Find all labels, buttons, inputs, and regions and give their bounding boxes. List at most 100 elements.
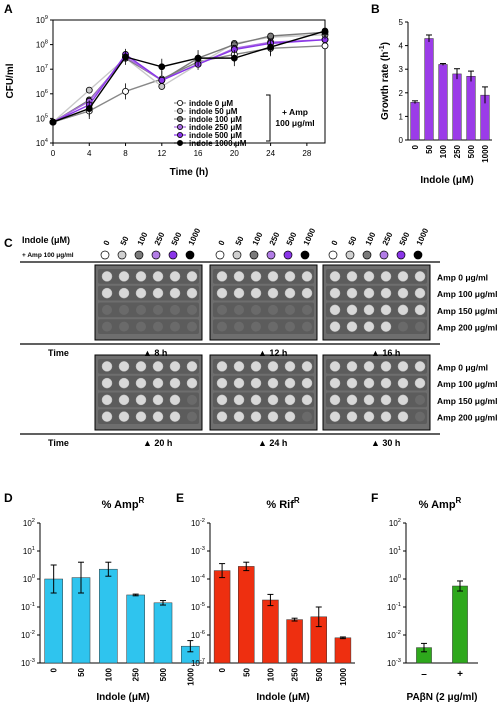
panel-c-colony-spot [233,287,245,299]
panel-c-colony-spot [169,271,181,282]
chart-d-x-tick-label: 250 [132,667,141,681]
panel-c-colony-spot [414,377,426,389]
chart-f-x-tick-label: – [421,669,427,680]
panel-c-colony-spot [284,377,296,389]
panel-c-colony-spot [380,271,392,282]
chart-a-point [267,43,275,51]
panel-c-colony-spot [234,321,244,332]
chart-e-x-tick-label: 250 [291,667,300,681]
panel-c-colony-spot [267,411,279,422]
panel-c-colony-spot [251,304,261,315]
panel-c-colony-spot [363,411,375,422]
chart-a-y-tick-label: 109 [36,15,48,25]
chart-a-y-tick-label: 108 [36,40,48,50]
chart-b-x-tick-label: 100 [439,144,448,158]
panel-c-row-label: Amp 0 μg/ml [437,362,488,372]
panel-c-colony-spot [285,304,295,315]
panel-c-colony-spot [102,304,112,315]
panel-c-concentration-dot [345,250,355,260]
panel-c-colony-spot [285,321,295,332]
chart-a-point [158,83,166,90]
panel-c-colony-spot [233,361,245,372]
panel-c-plate-lane [213,409,314,424]
panel-c-colony-spot [363,304,375,316]
chart-d-y-tick-label: 100 [23,574,35,584]
chart-a-series-line [52,38,326,123]
panel-c-colony-spot [329,271,341,282]
panel-c-colony-spot [135,411,147,422]
panel-c-colony-spot [216,394,228,406]
chart-f-y-tick-label: 10-1 [387,602,401,612]
panel-c-concentration-label: 0 [102,239,112,247]
chart-a-x-tick-label: 20 [230,149,239,158]
panel-c-colony-spot [217,304,227,315]
panel-c-colony-spot [187,394,197,405]
panel-c-colony-spot [380,304,392,316]
panel-c-plates: Indole (μM) + Amp 100 μg/ml 0 50 100 250 500… [20,226,497,448]
panel-c-colony-spot [233,271,245,282]
chart-b-x-tick-label: 250 [453,144,462,158]
chart-f-x-label: PAβN (2 μg/ml) [407,692,478,703]
chart-f-y-tick-label: 101 [389,546,401,556]
panel-c-colony-spot [169,411,181,422]
panel-c-colony-spot [118,394,130,406]
panel-c-colony-spot [186,271,198,282]
panel-c-colony-spot [169,287,181,299]
panel-c-concentration-dot [300,250,310,260]
chart-d-x-tick-label: 100 [104,667,113,681]
panel-c-colony-spot [397,361,409,372]
panel-c-colony-spot [187,411,197,422]
panel-c-colony-spot [346,321,358,332]
chart-f-bar [452,585,468,664]
panel-c-colony-spot [380,411,392,422]
chart-b-y-tick-label: 1 [399,112,404,121]
chart-b-x-tick-label: 1000 [481,144,490,162]
panel-c-colony-spot [380,287,392,299]
chart-b-x-ticks: 0 50 100 250 500 1000 [411,144,490,162]
panel-c-plate-lane [98,302,199,318]
chart-b-bar [424,38,434,141]
chart-a-legend-marker [176,100,183,107]
chart-b-bar [452,73,462,141]
chart-b-bar [466,76,476,141]
panel-c-colony-spot [329,411,341,422]
panel-c-colony-spot [267,287,279,299]
panel-c-colony-spot [284,287,296,299]
panel-c-colony-spot [119,321,129,332]
panel-c-colony-spot [363,394,375,406]
panel-c-colony-spot [267,377,279,389]
panel-c-colony-spot [414,287,426,299]
panel-c-colony-spot [329,321,341,332]
panel-c-colony-spot [216,271,228,282]
panel-c-concentration-dot [117,250,127,260]
chart-f-y-tick-label: 100 [389,574,401,584]
chart-a-x-tick-label: 4 [87,149,92,158]
chart-d-y-tick-label: 101 [23,546,35,556]
panel-c-colony-spot [216,287,228,299]
chart-d-x-tick-label: 0 [50,667,59,672]
panel-c-colony-spot [284,271,296,282]
chart-a-point [158,63,166,71]
panel-c-colony-spot [187,321,197,332]
chart-b-bar [438,64,448,141]
chart-b-y-label: Growth rate (h-1) [379,42,391,120]
chart-b-y-tick-label: 3 [399,65,404,74]
chart-e-y-tick-label: 10-5 [191,602,205,612]
panel-c-concentration-dot [232,250,242,260]
panel-c-colony-spot [118,361,130,372]
panel-c-colony-spot [415,394,425,405]
panel-c-colony-spot [301,361,313,372]
panel-c-concentration-dot [168,250,178,260]
chart-a-legend-label: indole 1000 μM [189,139,247,148]
panel-c-concentration-label: 1000 [187,226,203,246]
panel-label-d: D [4,491,13,505]
panel-c-colony-spot [234,304,244,315]
panel-c-concentration-label: 0 [330,239,340,247]
panel-c-row-label: Amp 150 μg/ml [437,306,497,316]
panel-c-colony-spot [101,271,113,282]
panel-c-colony-spot [233,394,245,406]
chart-e-y-tick-label: 10-6 [191,630,205,640]
panel-c-colony-spot [329,287,341,299]
chart-f-title: % AmpR [419,496,462,511]
